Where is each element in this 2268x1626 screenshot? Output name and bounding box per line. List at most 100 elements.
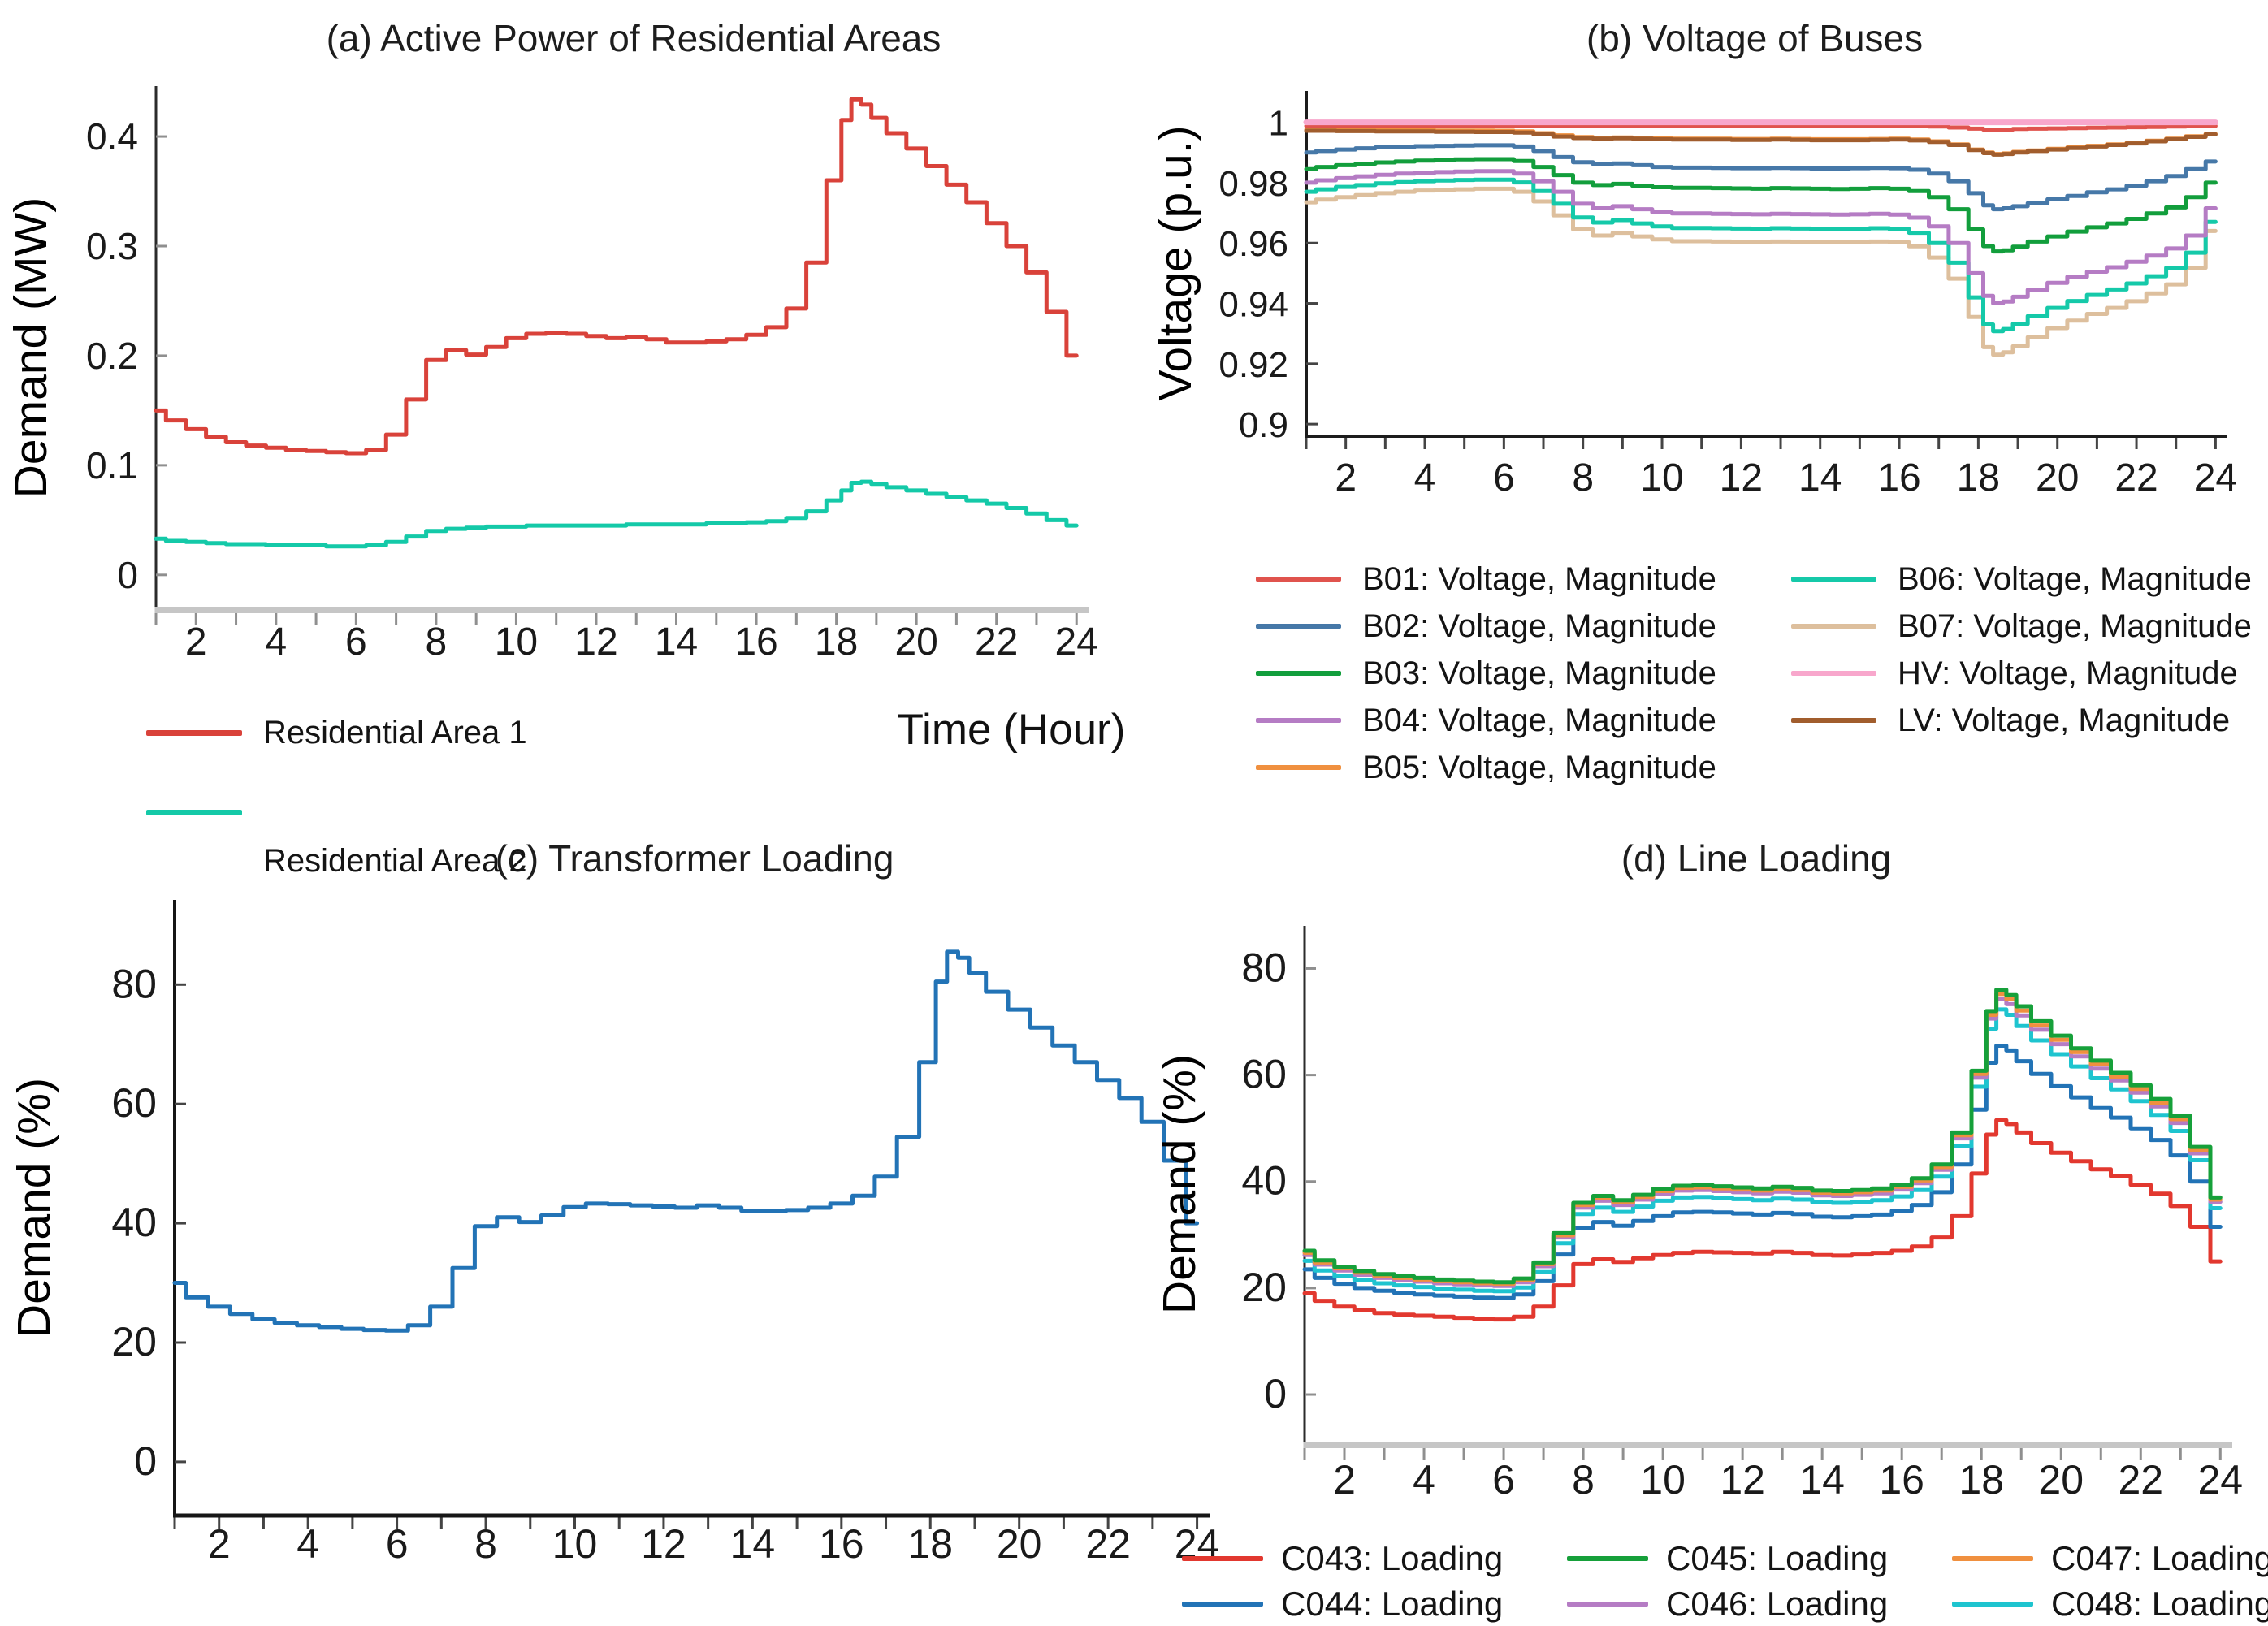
x-tick-label: 22	[2118, 1457, 2163, 1503]
panel-b-title: (b) Voltage of Buses	[1586, 17, 1924, 59]
c044-swatch	[1182, 1602, 1263, 1607]
c046-swatch	[1567, 1602, 1648, 1607]
shared-x-axis-label: Time (Hour)	[897, 706, 1126, 754]
y-tick-label: 60	[1241, 1052, 1287, 1097]
series-line-residential-area-2	[154, 479, 1079, 549]
hv-swatch	[1791, 671, 1876, 676]
legend-label: B07: Voltage, Magnitude	[1898, 608, 2252, 644]
legend-item-lv: LV: Voltage, Magnitude	[1791, 697, 2252, 744]
x-tick-label: 12	[1720, 456, 1763, 499]
legend-item-b06: B06: Voltage, Magnitude	[1791, 556, 2252, 603]
x-tick-label: 20	[2036, 456, 2079, 499]
legend-label: Residential Area 2	[263, 843, 527, 879]
x-tick-label: 14	[655, 621, 698, 664]
legend-label: Residential Area 1	[263, 714, 527, 750]
legend-label: LV: Voltage, Magnitude	[1898, 702, 2231, 738]
legend-label: B03: Voltage, Magnitude	[1362, 655, 1716, 691]
y-tick-label: 0.94	[1218, 285, 1288, 325]
x-tick-label: 20	[997, 1521, 1042, 1567]
y-tick-label: 80	[111, 961, 157, 1006]
series-line-b01	[1304, 123, 2218, 132]
x-tick-label: 8	[1572, 456, 1594, 499]
x-tick-label: 6	[386, 1521, 409, 1567]
b06-swatch	[1791, 577, 1876, 582]
series-line-b03	[1304, 157, 2218, 254]
series-line-c047	[1302, 992, 2223, 1287]
x-tick-label: 18	[907, 1521, 953, 1567]
series-line-lv	[1304, 128, 2218, 157]
x-tick-label: 18	[1959, 1457, 2004, 1503]
y-tick-label: 1	[1269, 104, 1288, 144]
residential-area-1-swatch	[146, 729, 242, 736]
legend-item-c046: C046: Loading	[1567, 1582, 1952, 1626]
series-line-residential-area-1	[154, 97, 1079, 456]
legend-item-residential-area-2	[146, 791, 527, 833]
legend-label: C048: Loading	[2051, 1585, 2268, 1623]
x-tick-label: 18	[815, 621, 858, 664]
x-tick-label: 16	[734, 621, 777, 664]
c048-swatch	[1952, 1602, 2033, 1607]
panel-a-ylabel: Demand (MW)	[5, 197, 57, 499]
x-tick-label: 24	[1055, 621, 1098, 664]
x-tick-label: 12	[574, 621, 617, 664]
x-tick-label: 10	[552, 1521, 598, 1567]
legend-item-c044: C044: Loading	[1182, 1582, 1567, 1626]
x-tick-label: 16	[1879, 1457, 1924, 1503]
legend-label: HV: Voltage, Magnitude	[1898, 655, 2238, 691]
panel-a-title: (a) Active Power of Residential Areas	[326, 17, 941, 59]
legend-item-b05: B05: Voltage, Magnitude	[1256, 744, 1716, 791]
panel-b-legend-col1: B01: Voltage, Magnitude B02: Voltage, Ma…	[1256, 556, 1716, 791]
x-tick-label: 22	[975, 621, 1018, 664]
c045-swatch	[1567, 1556, 1648, 1561]
y-tick-label: 40	[111, 1200, 157, 1245]
legend-item-b03: B03: Voltage, Magnitude	[1256, 650, 1716, 697]
panel-d-legend: C043: Loading C045: Loading C047: Loadin…	[1182, 1537, 2268, 1626]
y-tick-label: 0.3	[86, 225, 138, 267]
legend-item-c043: C043: Loading	[1182, 1537, 1567, 1581]
y-tick-label: 0.1	[86, 444, 138, 487]
b04-swatch	[1256, 718, 1341, 723]
series-line-c048	[1302, 1007, 2223, 1294]
legend-label: B01: Voltage, Magnitude	[1362, 560, 1716, 597]
legend-label: B06: Voltage, Magnitude	[1898, 560, 2252, 597]
b05-swatch	[1256, 765, 1341, 770]
series-line-b06	[1304, 177, 2218, 334]
series-line-b04	[1304, 169, 2218, 305]
y-tick-label: 0	[117, 554, 138, 596]
y-tick-label: 40	[1241, 1158, 1287, 1204]
legend-label: C046: Loading	[1666, 1585, 1889, 1623]
y-tick-label: 20	[111, 1319, 157, 1364]
panel-c-ylabel: Demand (%)	[8, 1078, 60, 1338]
legend-item-c045: C045: Loading	[1567, 1537, 1952, 1581]
x-tick-label: 8	[474, 1521, 497, 1567]
panel-b-plot: 2 4 6 8 10 12 14 16 18 20 22 240.90.920.940.960.981	[1218, 91, 2237, 499]
x-tick-label: 20	[894, 621, 937, 664]
y-tick-label: 0.98	[1218, 164, 1288, 204]
series-line-transformer-loading	[172, 949, 1200, 1333]
x-tick-label: 24	[2197, 1457, 2243, 1503]
legend-item-residential-area-2-label: Residential Area 2	[263, 843, 527, 880]
x-tick-label: 16	[819, 1521, 864, 1567]
x-tick-label: 14	[1798, 456, 1842, 499]
panel-b-legend-col2: B06: Voltage, Magnitude B07: Voltage, Ma…	[1791, 556, 2252, 744]
legend-label: C045: Loading	[1666, 1539, 1889, 1577]
x-tick-label: 10	[495, 621, 538, 664]
x-tick-label: 2	[1335, 456, 1357, 499]
x-tick-label: 2	[208, 1521, 231, 1567]
x-tick-label: 6	[1493, 456, 1515, 499]
x-tick-label: 16	[1877, 456, 1920, 499]
panel-b-ylabel: Voltage (p.u.)	[1149, 125, 1201, 401]
x-tick-label: 6	[345, 621, 367, 664]
y-tick-label: 0.4	[86, 115, 138, 158]
x-tick-label: 20	[2038, 1457, 2084, 1503]
lv-swatch	[1791, 718, 1876, 723]
x-tick-label: 12	[641, 1521, 686, 1567]
c043-swatch	[1182, 1556, 1263, 1561]
c047-swatch	[1952, 1556, 2033, 1561]
x-tick-label: 4	[296, 1521, 319, 1567]
x-tick-label: 14	[1799, 1457, 1845, 1503]
legend-item-b02: B02: Voltage, Magnitude	[1256, 603, 1716, 650]
panel-c-title: (c) Transformer Loading	[495, 837, 894, 880]
